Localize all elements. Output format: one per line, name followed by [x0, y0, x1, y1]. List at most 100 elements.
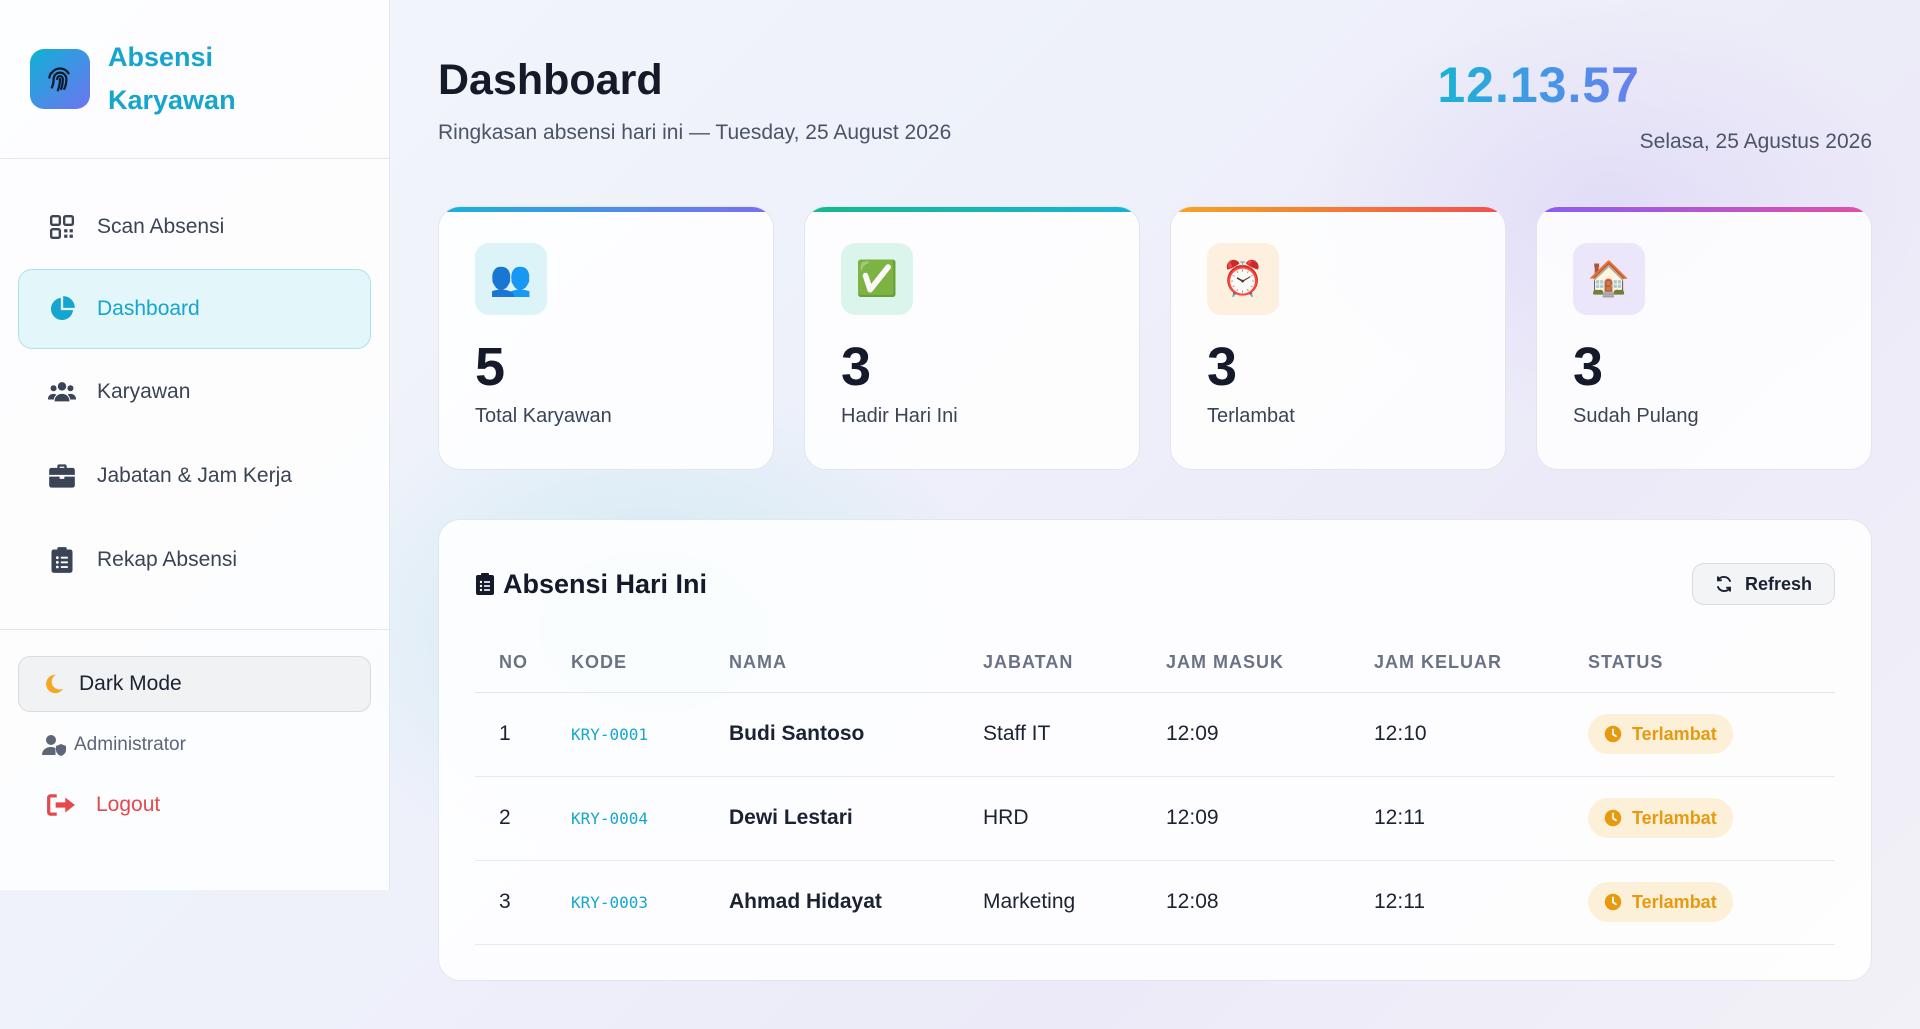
clipboard-list-icon	[475, 571, 495, 597]
check-box-icon: ✅	[841, 243, 913, 315]
panel-title-text: Absensi Hari Ini	[503, 568, 708, 599]
pie-chart-icon	[47, 294, 77, 324]
refresh-icon	[1715, 575, 1733, 593]
column-header[interactable]: NO	[475, 634, 571, 693]
sidebar-item-label: Scan Absensi	[97, 215, 225, 238]
stat-card-hadir: ✅ 3 Hadir Hari Ini	[804, 206, 1140, 470]
fingerprint-icon	[30, 49, 90, 109]
cell-jam-keluar: 12:11	[1374, 776, 1588, 861]
table-header-row: NO KODE NAMA JABATAN JAM MASUK JAM KELUA…	[475, 634, 1835, 693]
stat-label: Terlambat	[1207, 405, 1295, 427]
brand[interactable]: Absensi Karyawan	[0, 0, 389, 159]
stat-cards: 👥 5 Total Karyawan ✅ 3 Hadir Hari Ini ⏰ …	[438, 206, 1872, 470]
clipboard-list-icon	[47, 545, 77, 575]
cell-no: 1	[475, 692, 571, 777]
status-badge: Terlambat	[1588, 714, 1733, 754]
logout-link[interactable]: Logout	[18, 792, 371, 818]
stat-card-sudah-pulang: 🏠 3 Sudah Pulang	[1536, 206, 1872, 470]
page-subtitle: Ringkasan absensi hari ini — Tuesday, 25…	[438, 121, 952, 144]
users-icon	[47, 377, 77, 407]
column-header[interactable]: NAMA	[729, 634, 983, 693]
sidebar-item-jabatan[interactable]: Jabatan & Jam Kerja	[18, 435, 371, 517]
alarm-clock-icon: ⏰	[1207, 243, 1279, 315]
live-clock: 12.13.57	[1437, 57, 1640, 113]
dark-mode-label: Dark Mode	[79, 672, 182, 695]
sidebar-item-label: Rekap Absensi	[97, 548, 238, 571]
column-header[interactable]: JAM KELUAR	[1374, 634, 1588, 693]
house-icon: 🏠	[1573, 243, 1645, 315]
column-header[interactable]: STATUS	[1588, 634, 1835, 693]
dark-mode-button[interactable]: Dark Mode	[18, 656, 371, 712]
clock-icon	[1604, 725, 1622, 743]
sidebar-item-label: Dashboard	[97, 297, 200, 320]
status-text: Terlambat	[1632, 891, 1717, 912]
cell-jabatan: Marketing	[983, 860, 1166, 945]
sidebar: Absensi Karyawan Scan Absensi	[0, 0, 390, 890]
clock-icon	[1604, 809, 1622, 827]
panel-title: Absensi Hari Ini	[475, 569, 707, 600]
cell-kode: KRY-0001	[571, 692, 729, 777]
sidebar-item-label: Karyawan	[97, 380, 191, 403]
stat-value: 5	[475, 337, 506, 397]
cell-nama: Ahmad Hidayat	[729, 860, 983, 945]
cell-no: 2	[475, 776, 571, 861]
cell-status: Terlambat	[1588, 692, 1835, 777]
stat-value: 3	[841, 337, 872, 397]
briefcase-icon	[47, 461, 77, 491]
column-header[interactable]: JABATAN	[983, 634, 1166, 693]
sign-out-icon	[46, 792, 76, 818]
stat-card-total-karyawan: 👥 5 Total Karyawan	[438, 206, 774, 470]
cell-jabatan: Staff IT	[983, 692, 1166, 777]
cell-no: 3	[475, 860, 571, 945]
card-accent-bar	[1537, 207, 1871, 212]
sidebar-item-rekap-absensi[interactable]: Rekap Absensi	[18, 519, 371, 601]
status-text: Terlambat	[1632, 807, 1717, 828]
panel-header: Absensi Hari Ini Refresh	[475, 520, 1835, 634]
stat-value: 3	[1207, 337, 1238, 397]
user-role-label: Administrator	[74, 734, 186, 755]
user-shield-icon	[42, 734, 68, 756]
cell-status: Terlambat	[1588, 776, 1835, 861]
stat-label: Total Karyawan	[475, 405, 612, 427]
card-accent-bar	[805, 207, 1139, 212]
table-row[interactable]: 1 KRY-0001 Budi Santoso Staff IT 12:09 1…	[475, 692, 1835, 777]
column-header[interactable]: JAM MASUK	[1166, 634, 1374, 693]
refresh-button[interactable]: Refresh	[1691, 563, 1835, 605]
brand-title: Absensi Karyawan	[108, 42, 236, 115]
card-accent-bar	[439, 207, 773, 212]
table-row[interactable]: 3 KRY-0003 Ahmad Hidayat Marketing 12:08…	[475, 860, 1835, 945]
cell-status: Terlambat	[1588, 860, 1835, 945]
stat-card-terlambat: ⏰ 3 Terlambat	[1170, 206, 1506, 470]
sidebar-nav: Scan Absensi Dashboard Karyawan	[0, 159, 389, 630]
clock-icon	[1604, 893, 1622, 911]
status-badge: Terlambat	[1588, 882, 1733, 922]
people-icon: 👥	[475, 243, 547, 315]
cell-jam-masuk: 12:08	[1166, 860, 1374, 945]
cell-jam-keluar: 12:11	[1374, 860, 1588, 945]
sidebar-item-karyawan[interactable]: Karyawan	[18, 351, 371, 433]
column-header[interactable]: KODE	[571, 634, 729, 693]
stat-value: 3	[1573, 337, 1604, 397]
table-row[interactable]: 2 KRY-0004 Dewi Lestari HRD 12:09 12:11 …	[475, 776, 1835, 861]
sidebar-item-label: Jabatan & Jam Kerja	[97, 464, 292, 487]
attendance-panel: Absensi Hari Ini Refresh NO KODE NAMA JA…	[438, 519, 1872, 981]
cell-jam-masuk: 12:09	[1166, 692, 1374, 777]
attendance-table: NO KODE NAMA JABATAN JAM MASUK JAM KELUA…	[475, 634, 1835, 945]
cell-nama: Budi Santoso	[729, 692, 983, 777]
cell-kode: KRY-0003	[571, 860, 729, 945]
current-user: Administrator	[18, 734, 371, 756]
qrcode-icon	[47, 212, 77, 242]
moon-icon	[43, 673, 65, 695]
stat-label: Sudah Pulang	[1573, 405, 1699, 427]
status-text: Terlambat	[1632, 723, 1717, 744]
cell-jabatan: HRD	[983, 776, 1166, 861]
status-badge: Terlambat	[1588, 798, 1733, 838]
logout-label: Logout	[96, 793, 161, 816]
sidebar-item-scan-absensi[interactable]: Scan Absensi	[18, 187, 371, 267]
cell-jam-masuk: 12:09	[1166, 776, 1374, 861]
stat-label: Hadir Hari Ini	[841, 405, 958, 427]
clock-date: Selasa, 25 Agustus 2026	[1639, 130, 1872, 153]
page-title: Dashboard	[438, 56, 663, 104]
sidebar-item-dashboard[interactable]: Dashboard	[18, 269, 371, 349]
cell-kode: KRY-0004	[571, 776, 729, 861]
